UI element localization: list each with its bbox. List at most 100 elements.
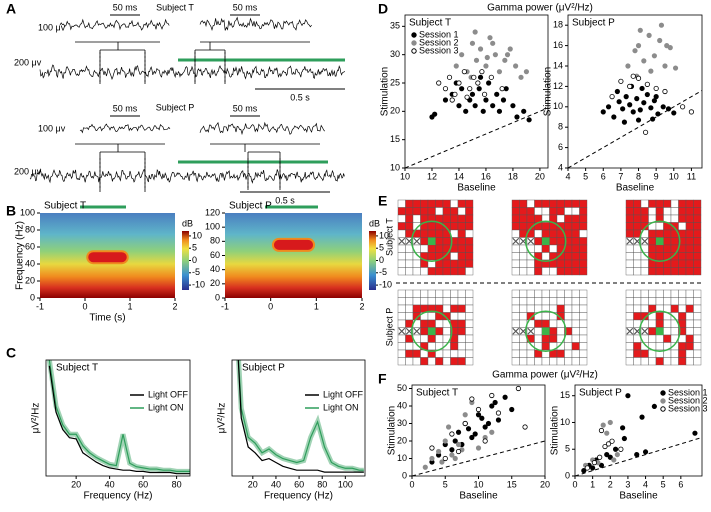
electrode-cell	[442, 297, 451, 306]
electrode-cell	[435, 297, 444, 306]
scatter-point	[522, 424, 528, 430]
electrode-cell	[640, 259, 649, 268]
electrode-cell	[556, 304, 565, 313]
scatter-point	[637, 27, 643, 33]
stim-cell	[542, 237, 550, 245]
scatter-point	[502, 394, 508, 400]
electrode-cell	[571, 342, 580, 351]
scatter-point	[672, 65, 679, 71]
electrode-cell	[579, 237, 588, 246]
electrode-cell	[465, 297, 474, 306]
electrode-cell	[663, 267, 672, 276]
electrode-cell	[465, 312, 474, 321]
x-tick-label: 20	[248, 479, 258, 489]
electrode-cell	[571, 304, 580, 313]
scatter-point	[489, 403, 495, 409]
electrode-cell	[678, 312, 687, 321]
axes-frame	[45, 359, 191, 477]
electrode-cell	[685, 289, 694, 298]
chart-title: Subject P	[579, 388, 622, 399]
electrode-cell	[405, 312, 414, 321]
electrode-cell	[405, 342, 414, 351]
electrode-cell	[655, 342, 664, 351]
scatter-point	[634, 451, 640, 458]
electrode-cell	[541, 319, 550, 328]
electrode-cell	[685, 229, 694, 238]
electrode-cell	[465, 237, 474, 246]
electrode-cell	[625, 214, 634, 223]
electrode-cell	[693, 342, 702, 351]
stim-radius	[411, 220, 453, 262]
electrode-cell	[625, 349, 634, 358]
scale-label: 0.5 s	[290, 92, 310, 102]
electrode-cell	[420, 237, 429, 246]
electrode-cell	[420, 319, 429, 328]
x-tick-label: 5	[661, 479, 666, 489]
electrode-cell	[435, 327, 444, 336]
electrode-cell	[571, 327, 580, 336]
electrode-cell	[420, 297, 429, 306]
cross	[626, 237, 634, 245]
electrode-cell	[541, 252, 550, 261]
electrode-cell	[633, 297, 642, 306]
electrode-cell	[663, 244, 672, 253]
electrode-cell	[564, 252, 573, 261]
electrode-cell	[526, 349, 535, 358]
electrode-cell	[693, 214, 702, 223]
cross	[512, 327, 520, 335]
electrode-cell	[625, 297, 634, 306]
electrode-cell	[579, 244, 588, 253]
x-tick-label: 0	[82, 301, 87, 311]
electrode-cell	[648, 207, 657, 216]
scatter-point	[439, 459, 445, 465]
colorbar-tick-label: -10	[192, 279, 205, 289]
plot-area	[405, 29, 548, 168]
y-tick-label: 4	[558, 162, 563, 172]
electrode-cell	[435, 229, 444, 238]
electrode-cell	[685, 267, 694, 276]
y-tick-label: 20	[390, 106, 400, 116]
y-tick-label: 80	[25, 224, 35, 234]
y-tick-label: 20	[25, 275, 35, 285]
electrode-cell	[541, 207, 550, 216]
electrode-cell	[457, 237, 466, 246]
scatter-point	[442, 438, 448, 444]
stim-radius	[411, 310, 453, 352]
electrode-cell	[427, 229, 436, 238]
electrode-cell	[678, 222, 687, 231]
subject-label: Subject T	[156, 2, 194, 12]
electrode-cell	[670, 207, 679, 216]
zoom-brackets	[75, 41, 320, 192]
electrode-cell	[549, 319, 558, 328]
line-series	[237, 360, 364, 471]
electrode-cell	[541, 244, 550, 253]
scatter-point	[614, 451, 620, 458]
x-tick-label: 8	[636, 171, 641, 181]
scatter-point	[662, 63, 668, 69]
electrode-cell	[519, 289, 528, 298]
electrode-cell	[511, 297, 520, 306]
scatter-point	[452, 438, 458, 444]
scatter-point	[499, 86, 505, 92]
electrode-cell	[435, 334, 444, 343]
electrode-cell	[655, 252, 664, 261]
y-tick-label: 100	[20, 207, 35, 217]
electrode-cell	[549, 199, 558, 208]
electrode-cell	[405, 199, 414, 208]
electrode-cell	[534, 297, 543, 306]
electrode-cell	[427, 252, 436, 261]
legend-swatch	[660, 406, 666, 412]
chart: 20 40 60 80 Frequency (Hz) μV²/Hz Subject T Lig…	[31, 359, 191, 502]
scatter-point	[671, 110, 677, 116]
electrode-cell	[693, 244, 702, 253]
electrode-cell	[450, 342, 459, 351]
electrode-cell	[685, 199, 694, 208]
legend-swatch	[411, 48, 417, 54]
y-axis-label: Stimulation	[550, 406, 561, 455]
x-tick-label: 5	[443, 479, 448, 489]
identity-line	[568, 90, 702, 168]
electrode-cell	[571, 252, 580, 261]
electrode-cell	[457, 297, 466, 306]
x-tick-label: 80	[317, 479, 327, 489]
